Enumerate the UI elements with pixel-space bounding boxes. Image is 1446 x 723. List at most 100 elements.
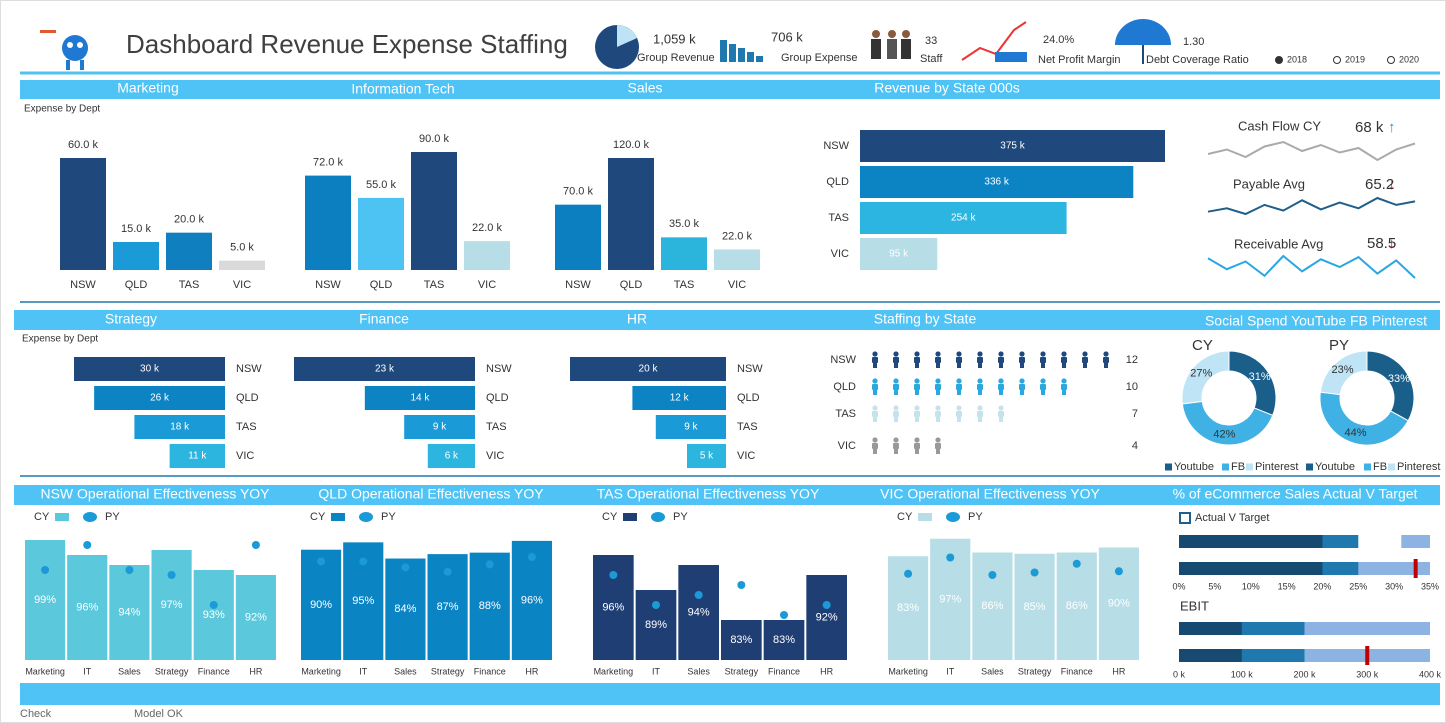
bar	[358, 197, 404, 270]
icon-row	[872, 378, 1067, 395]
profit-icon	[961, 21, 1027, 62]
year-option[interactable]: 2019	[1333, 54, 1366, 64]
section-band	[14, 485, 1440, 505]
x-tick-label: IT	[83, 666, 92, 676]
bar	[608, 158, 654, 270]
value-label: 9 k	[433, 422, 447, 433]
year-option[interactable]: 2018	[1275, 54, 1308, 64]
chart-title: Revenue by State 000s	[874, 80, 1020, 96]
person-head	[1040, 378, 1046, 384]
y-tick-label: QLD	[236, 392, 259, 404]
value-label: 94%	[118, 606, 140, 618]
person-legs	[1062, 390, 1066, 395]
person-head	[956, 405, 962, 411]
kpi-label: Group Expense	[781, 52, 857, 64]
legend-swatch	[1306, 463, 1313, 471]
y-tick-label: NSW	[486, 363, 512, 375]
person-body	[977, 357, 983, 363]
chart-title: TAS Operational Effectiveness YOY	[597, 486, 820, 502]
sparkline	[1207, 140, 1416, 162]
range-band	[1179, 535, 1323, 548]
row-label: TAS	[835, 408, 856, 420]
bar	[464, 241, 510, 270]
y-tick-label: TAS	[737, 421, 758, 433]
value-label: 14 k	[410, 393, 430, 404]
value-label: 97%	[161, 599, 183, 611]
legend-swatch	[1388, 463, 1395, 471]
py-dot	[401, 563, 410, 572]
bar	[60, 158, 106, 270]
x-tick-label: Strategy	[1018, 666, 1052, 676]
value-label: 15.0 k	[121, 223, 151, 235]
donut-slice	[1181, 350, 1230, 405]
year-label[interactable]: 2018	[1287, 54, 1307, 64]
person-head	[1019, 351, 1025, 357]
person-head	[977, 405, 983, 411]
person-body	[872, 443, 878, 449]
person-legs	[1083, 363, 1087, 368]
target-marker	[1365, 646, 1370, 665]
value-label: 23 k	[375, 364, 395, 375]
py-dot	[652, 601, 660, 609]
py-dot	[83, 541, 92, 549]
person-body	[914, 384, 920, 390]
bar	[678, 565, 719, 660]
py-dot	[1072, 559, 1081, 568]
person-body	[1061, 384, 1067, 390]
value-label: 27%	[1190, 367, 1212, 379]
py-dot	[443, 567, 452, 576]
person-body	[935, 357, 941, 363]
chart-title: Sales	[627, 80, 662, 96]
person-head	[977, 351, 983, 357]
value-label: 88%	[479, 600, 501, 612]
trend-arrow: ↑	[1388, 119, 1396, 136]
year-label[interactable]: 2019	[1345, 54, 1365, 64]
person-body	[893, 443, 899, 449]
legend-swatch	[359, 512, 373, 522]
person-head	[956, 378, 962, 384]
bar	[166, 232, 212, 270]
x-tick-label: Marketing	[594, 666, 634, 676]
x-tick-label: HR	[249, 666, 262, 676]
donut-slice	[1319, 350, 1368, 396]
y-tick-label: TAS	[486, 421, 507, 433]
x-tick-label: Marketing	[301, 666, 341, 676]
person-body	[998, 384, 1004, 390]
year-option[interactable]: 2020	[1387, 54, 1420, 64]
chart-title: Social Spend YouTube FB Pinterest	[1205, 313, 1427, 329]
year-label[interactable]: 2020	[1399, 54, 1419, 64]
person-legs	[1020, 363, 1024, 368]
y-tick-label: NSW	[737, 363, 763, 375]
value-label: 22.0 k	[722, 230, 752, 242]
value-label: 89%	[645, 619, 667, 631]
person-legs	[978, 363, 982, 368]
person-head	[914, 437, 920, 443]
person-legs	[894, 390, 898, 395]
legend-label: Youtube	[1315, 461, 1355, 473]
person-head	[914, 378, 920, 384]
py-dot	[251, 541, 260, 549]
x-tick-label: VIC	[233, 279, 251, 291]
kpi-value: 68 k	[1355, 119, 1384, 136]
bar	[687, 444, 726, 468]
py-dot	[41, 566, 50, 574]
row-value: 10	[1126, 381, 1138, 393]
value-label: 93%	[203, 609, 225, 621]
legend-swatch	[946, 512, 960, 522]
x-tick-label: NSW	[565, 279, 591, 291]
x-tick-label: 100 k	[1231, 669, 1254, 679]
person-head	[935, 437, 941, 443]
person-legs	[1104, 363, 1108, 368]
chart-title: Staffing by State	[874, 311, 977, 327]
person-head	[935, 351, 941, 357]
py-dot	[125, 566, 134, 574]
bar	[427, 444, 475, 468]
person-body	[914, 357, 920, 363]
value-label: 11 k	[188, 451, 207, 462]
y-tick-label: VIC	[737, 450, 755, 462]
person-body	[893, 384, 899, 390]
legend-label: PY	[673, 511, 688, 523]
page-title: Dashboard Revenue Expense Staffing	[126, 29, 568, 59]
chart-title: % of eCommerce Sales Actual V Target	[1173, 486, 1418, 502]
person-head	[893, 437, 899, 443]
